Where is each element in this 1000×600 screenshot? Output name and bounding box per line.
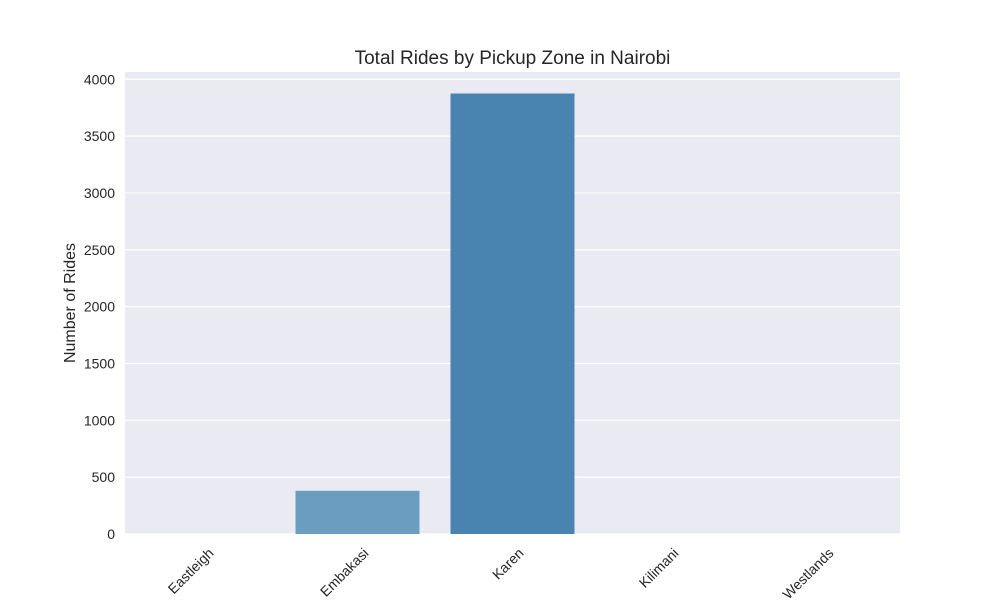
y-axis-label: Number of Rides (62, 243, 79, 363)
y-tick-label: 2500 (84, 242, 115, 258)
x-axis-ticks: Eastleigh Embakasi Karen Kilimani Westlands (165, 545, 837, 600)
bar-embakasi (295, 490, 420, 534)
y-tick-label: 1000 (84, 412, 115, 428)
x-tick-label: Embakasi (317, 545, 372, 600)
bar-karen (450, 93, 575, 535)
y-tick-label: 3500 (84, 128, 115, 144)
x-tick-label: Eastleigh (165, 545, 217, 597)
y-tick-label: 0 (107, 526, 115, 542)
y-tick-label: 500 (92, 469, 116, 485)
y-tick-label: 2000 (84, 299, 115, 315)
bars (295, 93, 575, 535)
y-axis-ticks: 0 500 1000 1500 2000 2500 3000 3500 4000 (84, 71, 115, 542)
y-tick-label: 1500 (84, 355, 115, 371)
chart-title: Total Rides by Pickup Zone in Nairobi (355, 48, 671, 69)
x-tick-label: Westlands (779, 545, 836, 600)
y-tick-label: 4000 (84, 71, 115, 87)
y-tick-label: 3000 (84, 185, 115, 201)
x-tick-label: Karen (489, 545, 527, 583)
x-tick-label: Kilimani (636, 545, 682, 591)
